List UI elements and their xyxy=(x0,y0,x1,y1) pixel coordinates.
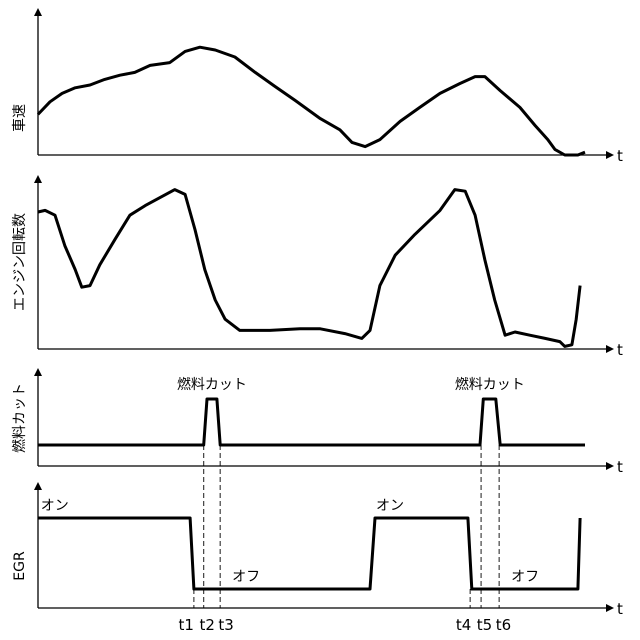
fuel-cut-annotation: 燃料カット xyxy=(177,376,247,393)
fuel-cut-annotation: 燃料カット xyxy=(455,376,525,393)
marker-label-t1: t1 xyxy=(179,616,194,634)
egr-annotation: オン xyxy=(376,498,404,514)
vehicle-speed-signal-line xyxy=(36,45,586,157)
marker-label-t5: t5 xyxy=(477,616,492,634)
egr-annotation: オン xyxy=(41,498,69,514)
engine-speed-time-axis-label: t xyxy=(617,341,623,359)
engine-speed-signal-line xyxy=(37,188,582,348)
ylabel-vehicle-speed: 車速 xyxy=(11,104,28,132)
ylabel-fuel-cut: 燃料カット xyxy=(11,383,28,453)
marker-label-t4: t4 xyxy=(456,616,471,634)
marker-label-t6: t6 xyxy=(496,616,511,634)
fuel-cut-time-axis-label: t xyxy=(617,458,623,476)
egr-annotation: オフ xyxy=(232,569,260,585)
ylabel-egr: EGR xyxy=(12,551,28,581)
marker-label-t2: t2 xyxy=(199,616,214,634)
ylabel-engine-speed: エンジン回転数 xyxy=(12,213,28,311)
egr-time-axis-label: t xyxy=(617,600,623,618)
fuel-cut-signal-line xyxy=(38,397,585,447)
egr-annotation: オフ xyxy=(511,569,539,585)
marker-label-t3: t3 xyxy=(218,616,233,634)
vehicle-speed-time-axis-label: t xyxy=(617,147,623,165)
egr-signal-line xyxy=(38,516,582,591)
